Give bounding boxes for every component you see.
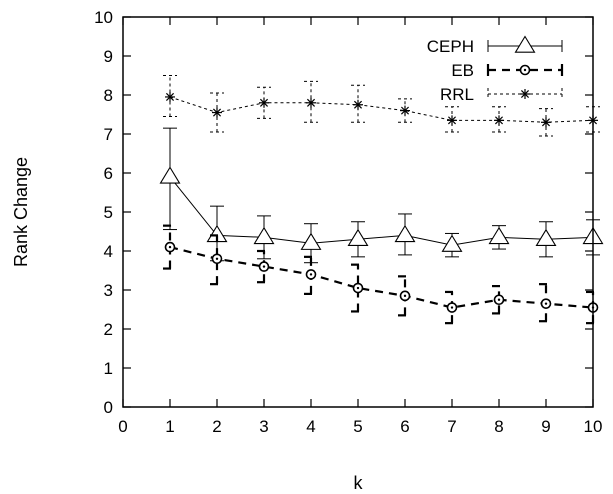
eb-point-dot [309, 273, 313, 276]
eb-point-dot [497, 298, 501, 301]
eb-point-dot [544, 302, 548, 305]
ceph-point [253, 226, 275, 245]
rrl-point [259, 97, 269, 108]
eb-point-dot [215, 257, 219, 260]
series-eb [163, 224, 600, 325]
rrl-line [169, 96, 594, 123]
ceph-point [441, 234, 463, 252]
legend-sample-rrl-marker-d2 [520, 89, 530, 99]
legend: CEPH EB RRL [427, 35, 564, 104]
x-tick-label: 4 [306, 417, 315, 436]
rrl-point [494, 115, 504, 126]
legend-label-rrl: RRL [440, 85, 474, 104]
ceph-point [347, 228, 369, 247]
ceph-line [169, 176, 594, 246]
y-tick-label: 1 [104, 359, 113, 378]
eb-point [446, 302, 458, 313]
plot-layer [159, 75, 604, 325]
rrl-errorbar [398, 98, 412, 123]
eb-point [540, 298, 552, 309]
legend-sample-eb [486, 64, 564, 76]
eb-errorbar [351, 263, 365, 313]
series-ceph [159, 127, 604, 264]
rrl-errorbar [257, 86, 271, 119]
x-tick-label: 10 [584, 417, 603, 436]
y-tick-label: 3 [104, 281, 113, 300]
eb-line [169, 246, 594, 309]
rrl-point-d2 [306, 98, 316, 107]
eb-point [399, 290, 411, 302]
rrl-point-d2 [494, 116, 504, 125]
legend-label-eb: EB [451, 61, 474, 80]
rrl-point [306, 97, 316, 108]
x-axis-title: k [354, 473, 364, 493]
rrl-point [353, 99, 363, 110]
rrl-point [165, 91, 175, 102]
rrl-point-d2 [212, 108, 222, 117]
rrl-point-d2 [165, 92, 175, 101]
rrl-point [541, 117, 551, 128]
rrl-point-d2 [541, 118, 551, 127]
y-tick-label: 5 [104, 203, 113, 222]
ceph-point [159, 166, 181, 184]
ceph-point [394, 224, 416, 243]
y-tick-label: 4 [104, 242, 113, 261]
axis-ticks: 0 1 2 3 4 5 6 7 8 9 10 0 1 2 3 4 5 6 7 8 9 10 [94, 8, 602, 436]
eb-point-dot [403, 294, 407, 298]
eb-point [352, 282, 364, 294]
y-tick-label: 2 [104, 320, 113, 339]
x-tick-label: 0 [118, 417, 127, 436]
eb-point [493, 294, 505, 306]
legend-sample-eb-marker [519, 64, 531, 76]
y-tick-label: 10 [94, 8, 113, 27]
legend-label-ceph: CEPH [427, 37, 474, 56]
legend-sample-ceph-marker [514, 35, 536, 53]
y-tick-label: 6 [104, 164, 113, 183]
rrl-point [212, 107, 222, 118]
eb-point [164, 241, 176, 253]
rrl-point-d2 [353, 100, 363, 109]
rrl-point [400, 105, 410, 116]
rrl-point-d2 [259, 98, 269, 107]
y-tick-label: 7 [104, 125, 113, 144]
ceph-point [300, 232, 322, 250]
eb-point-dot [168, 245, 172, 249]
eb-point [211, 253, 223, 265]
y-axis-title: Rank Change [11, 157, 31, 267]
eb-errorbar [492, 285, 506, 315]
y-tick-label: 0 [104, 398, 113, 417]
ceph-point [535, 228, 557, 247]
rrl-point [447, 115, 457, 126]
x-tick-label: 1 [165, 417, 174, 436]
eb-point-dot [262, 265, 266, 268]
ceph-point [488, 226, 510, 245]
x-tick-label: 9 [541, 417, 550, 436]
plot-frame [122, 16, 594, 408]
legend-sample-rrl-marker [520, 89, 530, 99]
x-tick-label: 7 [447, 417, 456, 436]
x-tick-label: 5 [353, 417, 362, 436]
x-tick-label: 8 [494, 417, 503, 436]
rrl-point-d2 [447, 116, 457, 125]
y-tick-label: 8 [104, 86, 113, 105]
series-rrl [163, 75, 600, 137]
eb-point-dot [356, 286, 360, 290]
eb-errorbar [210, 234, 224, 286]
x-tick-label: 6 [400, 417, 409, 436]
eb-point [258, 261, 270, 272]
rrl-point-d2 [400, 106, 410, 115]
y-tick-label: 9 [104, 47, 113, 66]
x-tick-label: 2 [212, 417, 221, 436]
legend-sample-eb-marker-dot [523, 68, 527, 72]
x-tick-label: 3 [259, 417, 268, 436]
eb-point [305, 269, 317, 280]
eb-point-dot [450, 306, 454, 309]
